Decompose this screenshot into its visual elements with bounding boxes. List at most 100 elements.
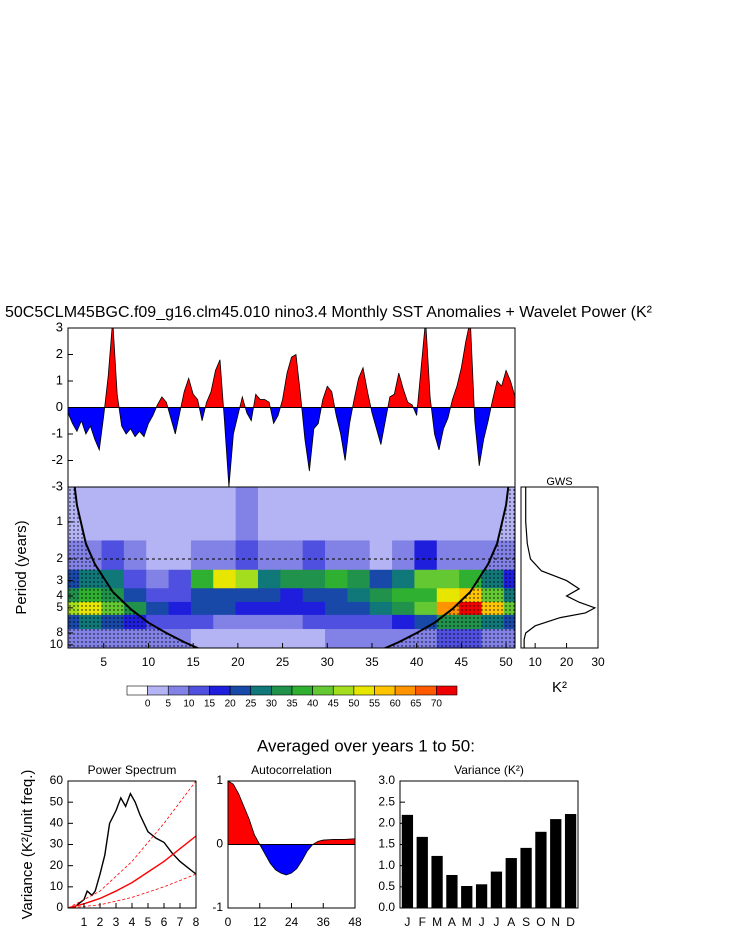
power-cell	[369, 569, 393, 589]
colorbar-box	[394, 685, 417, 696]
x-tick-label: 20	[560, 655, 574, 669]
y-tick-label: 50	[50, 794, 64, 808]
colorbar-label: 60	[390, 699, 402, 710]
power-cell	[190, 569, 214, 589]
power-cell	[436, 588, 460, 603]
power-cell	[325, 629, 348, 648]
y-tick-label: 30	[50, 837, 64, 851]
power-cell	[235, 569, 259, 589]
panel-title: Variance (K²)	[454, 763, 524, 777]
y-tick-label: 3.0	[378, 773, 395, 787]
power-cell	[369, 614, 393, 630]
coi-stipple	[68, 487, 515, 648]
power-cell	[369, 487, 393, 541]
panel-title: GWS	[546, 476, 572, 488]
y-tick-label: 1	[56, 514, 63, 528]
power-cell	[347, 487, 371, 541]
colorbar-box	[291, 685, 313, 696]
power-cell	[414, 601, 438, 616]
bar	[475, 884, 488, 908]
power-cell	[369, 540, 393, 571]
y-axis-label: Variance (K²/unit freq.)	[19, 770, 36, 920]
power-cell	[280, 540, 304, 571]
y-tick-label: 2	[56, 551, 63, 565]
power-cell	[235, 540, 259, 571]
x-tick-label: D	[566, 915, 575, 929]
power-cell	[213, 487, 237, 541]
chart-title: 50C5CLM45BGC.f09_g16.clm45.010 nino3.4 M…	[5, 304, 653, 321]
power-cell	[280, 614, 304, 630]
colorbar-label: 25	[245, 699, 257, 710]
power-cell	[257, 601, 281, 616]
power-cell	[280, 601, 304, 616]
power-cell	[369, 588, 393, 603]
y-tick-label: 2.5	[378, 794, 395, 808]
bar	[564, 814, 577, 908]
power-cell	[235, 588, 259, 603]
power-cell	[392, 487, 415, 541]
power-cell	[146, 569, 170, 589]
power-cell	[257, 629, 281, 648]
colorbar-label: 55	[369, 699, 381, 710]
x-tick-label: 7	[177, 915, 184, 929]
power-cell	[146, 487, 170, 541]
power-cell	[235, 601, 259, 616]
power-cell	[235, 614, 259, 630]
power-cell	[280, 569, 304, 589]
colorbar-box	[209, 685, 231, 696]
series-line	[68, 835, 196, 908]
power-cell	[325, 540, 348, 571]
x-tick-label: J	[404, 915, 410, 929]
power-cell	[392, 588, 415, 603]
power-cell	[302, 540, 326, 571]
bar	[505, 858, 517, 908]
power-cell	[101, 487, 125, 541]
power-cell	[347, 601, 371, 616]
power-cell	[123, 487, 147, 541]
x-tick-label: 48	[348, 915, 362, 929]
power-cell	[414, 569, 438, 589]
power-cell	[414, 588, 438, 603]
x-tick-label: M	[432, 915, 442, 929]
x-tick-label: M	[462, 915, 472, 929]
colorbar-label: 20	[225, 699, 237, 710]
power-cell	[257, 614, 281, 630]
panel-title: Power Spectrum	[88, 763, 177, 777]
power-cell	[79, 487, 103, 541]
power-cell	[369, 601, 393, 616]
y-tick-label: 8	[56, 625, 63, 639]
series-line	[68, 328, 515, 487]
y-tick-label: 5	[56, 600, 63, 614]
y-tick-label: 0	[216, 837, 223, 851]
bar	[461, 885, 473, 908]
power-cell	[190, 614, 214, 630]
power-cell	[392, 540, 415, 571]
colorbar-label: 65	[410, 699, 422, 710]
bar	[490, 871, 503, 908]
colorbar-label: 5	[165, 699, 171, 710]
y-tick-label: 0	[56, 399, 63, 414]
y-tick-label: 4	[56, 588, 63, 602]
bar	[401, 814, 414, 908]
y-axis-label: Period (years)	[13, 520, 30, 614]
power-cell	[302, 629, 326, 648]
power-cell	[168, 614, 192, 630]
colorbar-box	[436, 685, 458, 696]
power-cell	[392, 614, 415, 630]
y-tick-label: 20	[50, 858, 64, 872]
x-tick-label: J	[479, 915, 485, 929]
power-cell	[168, 569, 192, 589]
x-tick-label: 35	[365, 655, 379, 669]
y-tick-label: 60	[50, 773, 64, 787]
x-tick-label: 3	[113, 915, 120, 929]
x-tick-label: 24	[285, 915, 299, 929]
bar	[416, 836, 428, 908]
colorbar-label: 45	[328, 699, 340, 710]
x-tick-label: 36	[317, 915, 331, 929]
y-tick-label: 10	[50, 637, 64, 651]
colorbar-box	[415, 685, 437, 696]
power-cell	[325, 601, 348, 616]
power-cell	[235, 629, 259, 648]
power-cell	[168, 601, 192, 616]
power-cell	[168, 487, 192, 541]
